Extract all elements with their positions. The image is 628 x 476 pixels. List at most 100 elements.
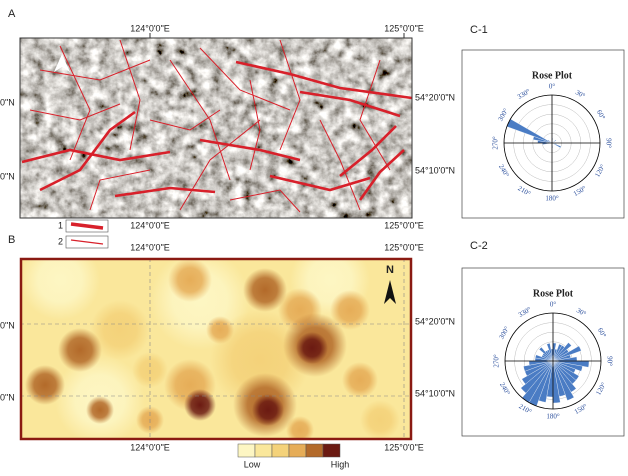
lon-label: 125°0'0"E: [384, 442, 424, 452]
angle-label: 30°: [574, 88, 587, 100]
north-label: N: [386, 264, 394, 276]
lat-label: 54°10'0"N: [415, 388, 455, 398]
angle-label: 30°: [575, 306, 588, 318]
panel-label: C-1: [470, 24, 488, 36]
lon-label: 124°0'0"E: [130, 242, 170, 252]
rose-petal: [547, 139, 553, 144]
angle-label: 180°: [546, 413, 560, 421]
legend-label: 1: [58, 220, 63, 230]
rose-petal: [523, 360, 554, 372]
density-blob: [20, 258, 100, 320]
lon-label: 125°0'0"E: [384, 242, 424, 252]
fault-major: [39, 110, 136, 192]
angle-label: 60°: [595, 109, 607, 122]
rose-outline: [504, 312, 602, 410]
rose-petal: [552, 342, 572, 362]
density-blob: [184, 389, 216, 421]
fault-major: [339, 125, 397, 178]
rose-petal: [551, 142, 562, 149]
fault-major: [358, 149, 405, 201]
lat-label: 0"N: [0, 320, 15, 330]
fault-major: [21, 148, 171, 164]
fault-minor: [39, 59, 151, 81]
colorbar-swatch: [322, 443, 341, 458]
angle-label: 0°: [550, 301, 557, 309]
colorbar-swatch: [254, 443, 273, 458]
density-map: [20, 258, 412, 440]
lat-label: 0"N: [0, 392, 15, 402]
density-blob: [25, 365, 65, 405]
fault-minor: [319, 119, 361, 211]
lat-label: 54°20'0"N: [415, 92, 455, 102]
angle-label: 0°: [549, 83, 556, 91]
fault-lines: [21, 39, 412, 213]
lon-label: 124°0'0"E: [130, 23, 170, 33]
fault-major: [114, 186, 216, 198]
density-blob: [296, 332, 328, 364]
colorbar: [237, 443, 341, 458]
legend-line-major: [70, 222, 104, 230]
angle-label: 90°: [605, 356, 613, 366]
legend-line-minor: [70, 239, 104, 245]
graticule: [20, 258, 412, 440]
density-blob: [90, 300, 150, 360]
angle-label: 60°: [596, 327, 608, 340]
angle-label: 90°: [604, 138, 612, 148]
density-blob: [342, 362, 378, 398]
colorbar-swatch: [305, 443, 324, 458]
density-blob: [330, 290, 370, 330]
fault-minor: [89, 169, 151, 211]
panel-label: C-2: [470, 240, 488, 252]
map-frame: [19, 257, 413, 441]
colorbar-high: High: [331, 459, 350, 469]
fault-major: [299, 90, 401, 118]
panel-label: B: [8, 234, 15, 246]
density-blob: [286, 416, 314, 440]
north-arrow: [54, 54, 70, 72]
rose-title: Rose Plot: [533, 288, 574, 299]
density-blob: [168, 258, 212, 302]
density-blob: [86, 396, 114, 424]
panel-label: A: [8, 8, 16, 20]
lat-label: 54°10'0"N: [415, 165, 455, 175]
density-blob: [58, 328, 102, 372]
lat-label: 0"N: [0, 97, 15, 107]
colorbar-swatch: [271, 443, 290, 458]
lon-label: 124°0'0"E: [130, 442, 170, 452]
rose-petal: [538, 346, 554, 362]
legend-label: 2: [58, 236, 63, 246]
colorbar-swatch: [237, 443, 256, 458]
fault-minor: [119, 39, 141, 151]
rose-outline: [503, 94, 601, 192]
map-frame: [19, 37, 413, 219]
rose-petal: [552, 360, 575, 401]
lon-label: 125°0'0"E: [384, 23, 424, 33]
density-blob: [360, 400, 400, 440]
north-arrow: [384, 280, 396, 304]
lat-label: 0"N: [0, 171, 15, 181]
rose-petal: [520, 360, 554, 394]
rose-petal: [552, 345, 582, 362]
rose-petal: [521, 360, 554, 385]
angle-label: 270°: [492, 136, 500, 150]
rose-petal: [551, 139, 557, 144]
density-blob: [206, 316, 234, 344]
satellite-image: [20, 38, 412, 218]
colorbar-low: Low: [244, 459, 261, 469]
fault-minor: [249, 79, 261, 171]
density-blob: [252, 394, 284, 426]
rose-title: Rose Plot: [532, 70, 573, 81]
fault-minor: [359, 59, 391, 171]
fault-major: [199, 138, 301, 162]
lon-label: 125°0'0"E: [384, 220, 424, 230]
fault-minor: [59, 45, 91, 161]
fault-minor: [229, 189, 301, 213]
rose-petal: [546, 343, 554, 362]
lat-label: 54°20'0"N: [415, 316, 455, 326]
fault-minor: [29, 103, 121, 121]
fault-minor: [199, 47, 291, 111]
fault-minor: [149, 109, 221, 131]
colorbar-swatch: [288, 443, 307, 458]
